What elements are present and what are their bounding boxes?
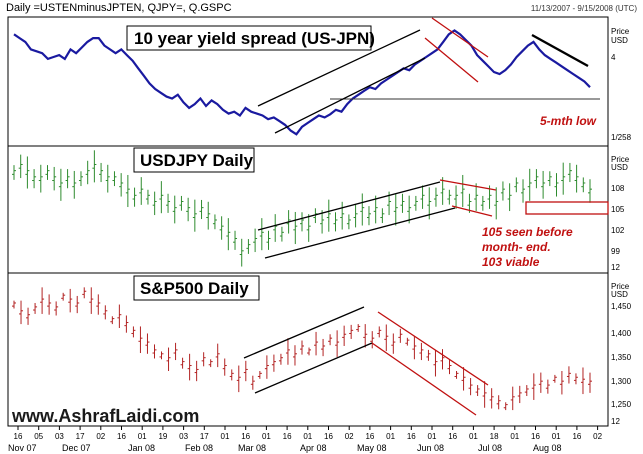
sp500-axis-unit: USD <box>611 290 628 299</box>
usdjpy-downtrend-upper <box>439 179 497 191</box>
x-day-label: 03 <box>179 432 188 441</box>
x-day-label: 16 <box>448 432 457 441</box>
usdjpy-annotation-line1: 105 seen before <box>482 225 573 239</box>
x-month-label: Jul 08 <box>478 443 502 453</box>
x-day-label: 16 <box>407 432 416 441</box>
x-month-label: Feb 08 <box>185 443 213 453</box>
usdjpy-annotation-line2: month- end. <box>482 240 551 254</box>
spread-axis-price: Price <box>611 27 630 36</box>
usdjpy-level-box <box>525 201 609 215</box>
x-month-label: Mar 08 <box>238 443 266 453</box>
usdjpy-annotation-line3: 103 viable <box>482 255 540 269</box>
x-day-label: 01 <box>386 432 395 441</box>
x-day-label: 02 <box>345 432 354 441</box>
x-day-label: 01 <box>262 432 271 441</box>
spread-title: 10 year yield spread (US-JPN) <box>134 29 375 48</box>
usdjpy-title-box <box>133 147 255 173</box>
usdjpy-tick-label: 99 <box>611 247 620 256</box>
sp500-title-box <box>133 275 260 301</box>
spread-downtrend-upper <box>431 17 489 58</box>
spread-axis-unit: USD <box>611 36 628 45</box>
spread-series-line <box>13 29 591 136</box>
x-day-label: 17 <box>76 432 85 441</box>
x-day-label: 02 <box>593 432 602 441</box>
sp500-uptrend-upper <box>243 306 365 359</box>
x-day-label: 16 <box>14 432 23 441</box>
x-month-label: Dec 07 <box>62 443 91 453</box>
usdjpy-bars <box>12 150 592 267</box>
x-day-label: 16 <box>365 432 374 441</box>
x-day-label: 16 <box>283 432 292 441</box>
x-day-label: 03 <box>55 432 64 441</box>
usdjpy-axis-unit: USD <box>611 163 628 172</box>
spread-annotation: 5-mth low <box>540 114 597 128</box>
x-month-label: Aug 08 <box>533 443 562 453</box>
x-day-label: 16 <box>241 432 250 441</box>
x-day-label: 01 <box>510 432 519 441</box>
usdjpy-downtrend-lower <box>451 205 493 217</box>
spread-tick-label: 1/258 <box>611 133 632 142</box>
usdjpy-axis-price: Price <box>611 155 630 164</box>
x-day-label: 17 <box>200 432 209 441</box>
usdjpy-uptrend-upper <box>257 181 441 231</box>
x-month-label: Nov 07 <box>8 443 37 453</box>
x-day-label: 01 <box>221 432 230 441</box>
usdjpy-uptrend-lower <box>264 207 456 259</box>
x-day-label: 01 <box>138 432 147 441</box>
spread-recent-trend <box>531 33 589 68</box>
usdjpy-tick-label: 105 <box>611 205 625 214</box>
sp500-downtrend-lower <box>371 342 477 416</box>
usdjpy-tick-label: 12 <box>611 263 620 272</box>
sp500-title: S&P500 Daily <box>140 279 249 298</box>
watermark-text: www.AshrafLaidi.com <box>11 406 199 426</box>
x-day-label: 01 <box>303 432 312 441</box>
x-day-label: 01 <box>552 432 561 441</box>
x-day-label: 16 <box>324 432 333 441</box>
plot-frame <box>7 16 609 427</box>
sp500-tick-label: 1,250 <box>611 400 632 409</box>
x-day-label: 16 <box>531 432 540 441</box>
spread-uptrend-upper <box>257 29 421 107</box>
usdjpy-title: USDJPY Daily <box>140 151 254 170</box>
sp500-tick-label: 1,450 <box>611 302 632 311</box>
chart-date-range: 11/13/2007 - 9/15/2008 (UTC) <box>530 4 637 13</box>
x-day-label: 16 <box>572 432 581 441</box>
x-month-label: Jan 08 <box>128 443 155 453</box>
x-day-label: 18 <box>490 432 499 441</box>
sp500-axis-price: Price <box>611 282 630 291</box>
x-day-label: 16 <box>117 432 126 441</box>
x-month-label: Jun 08 <box>417 443 444 453</box>
x-day-label: 02 <box>96 432 105 441</box>
usdjpy-tick-label: 102 <box>611 226 625 235</box>
spread-title-box <box>126 25 372 51</box>
x-day-label: 19 <box>158 432 167 441</box>
sp500-tick-label: 1,400 <box>611 329 632 338</box>
x-day-label: 05 <box>34 432 43 441</box>
spread-downtrend-lower <box>424 37 479 83</box>
chart-symbols-header: Daily =USTENminusJPTEN, QJPY=, Q.GSPC <box>6 2 232 14</box>
sp500-tick-label: 1,300 <box>611 377 632 386</box>
x-day-label: 01 <box>428 432 437 441</box>
spread-tick-label: 4 <box>611 53 616 62</box>
sp500-tick-label: 1,350 <box>611 353 632 362</box>
x-month-label: Apr 08 <box>300 443 327 453</box>
sp500-downtrend-upper <box>377 311 489 386</box>
sp500-uptrend-lower <box>254 342 373 394</box>
sp500-bars <box>12 287 592 411</box>
spread-uptrend-lower <box>274 57 426 134</box>
usdjpy-tick-label: 108 <box>611 184 625 193</box>
sp500-tick-label: 12 <box>611 417 620 426</box>
x-day-label: 01 <box>469 432 478 441</box>
x-month-label: May 08 <box>357 443 387 453</box>
